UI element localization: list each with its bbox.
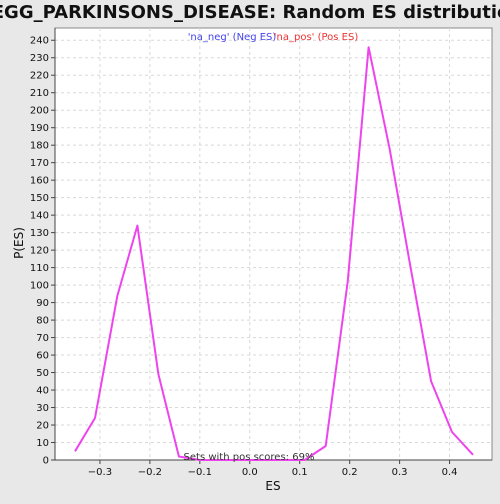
- x-tick-label: 0.0: [242, 467, 258, 478]
- y-tick-label: 120: [30, 246, 49, 257]
- x-tick-label: −0.2: [138, 467, 162, 478]
- y-tick-label: 170: [30, 158, 49, 169]
- legend: 'na_neg' (Neg ES) 'na_pos' (Pos ES): [188, 32, 359, 43]
- y-tick-label: 80: [36, 316, 49, 327]
- x-axis-label: ES: [265, 479, 280, 493]
- y-tick-label: 150: [30, 193, 49, 204]
- y-tick-label: 190: [30, 123, 49, 134]
- y-tick-label: 200: [30, 106, 49, 117]
- x-tick-label: 0.2: [342, 467, 358, 478]
- pos-score-annotation: Sets with pos scores: 69%: [184, 452, 315, 463]
- chart-title: KEGG_PARKINSONS_DISEASE: Random ES distr…: [0, 2, 500, 23]
- y-tick-label: 230: [30, 53, 49, 64]
- x-tick-label: 0.3: [392, 467, 408, 478]
- y-tick-label: 20: [36, 421, 49, 432]
- legend-entry-neg: 'na_neg' (Neg ES): [188, 32, 277, 43]
- y-tick-label: 10: [36, 438, 49, 449]
- y-tick-label: 60: [36, 351, 49, 362]
- x-tick-label: −0.3: [88, 467, 112, 478]
- y-tick-label: 40: [36, 386, 49, 397]
- y-tick-label: 30: [36, 403, 49, 414]
- y-tick-label: 180: [30, 141, 49, 152]
- y-tick-label: 70: [36, 333, 49, 344]
- x-tick-label: 0.1: [292, 467, 308, 478]
- legend-entry-pos: 'na_pos' (Pos ES): [274, 32, 359, 43]
- y-tick-label: 160: [30, 176, 49, 187]
- y-tick-label: 140: [30, 211, 49, 222]
- y-tick-label: 50: [36, 368, 49, 379]
- y-tick-label: 110: [30, 263, 49, 274]
- y-tick-label: 100: [30, 281, 49, 292]
- y-tick-label: 220: [30, 71, 49, 82]
- y-tick-label: 130: [30, 228, 49, 239]
- x-tick-label: −0.1: [188, 467, 212, 478]
- x-tick-label: 0.4: [442, 467, 458, 478]
- y-tick-label: 210: [30, 88, 49, 99]
- y-tick-label: 240: [30, 36, 49, 47]
- y-axis-label: P(ES): [12, 227, 26, 259]
- y-tick-label: 0: [43, 456, 49, 467]
- y-tick-label: 90: [36, 298, 49, 309]
